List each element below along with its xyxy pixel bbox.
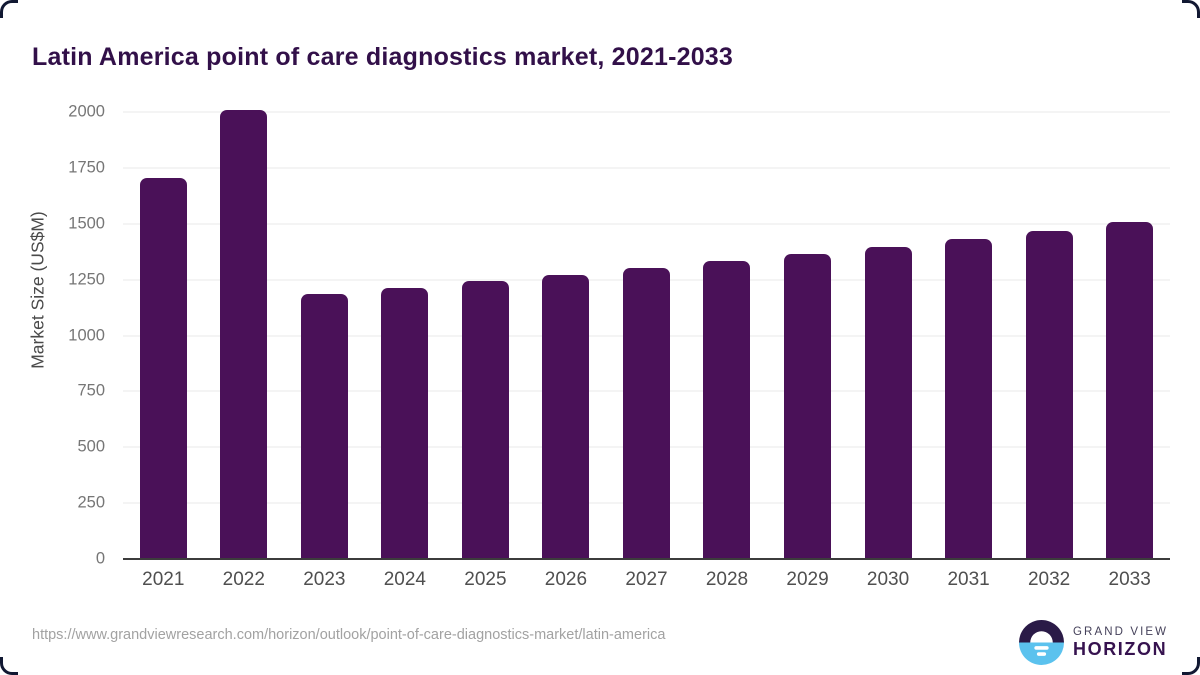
y-tick-label: 250 bbox=[77, 493, 105, 512]
bar-2021[interactable] bbox=[139, 177, 187, 559]
bar-2023[interactable] bbox=[300, 294, 348, 559]
x-axis-line bbox=[123, 558, 1170, 560]
bar-column bbox=[767, 112, 848, 559]
bar-2033[interactable] bbox=[1106, 221, 1154, 559]
x-axis-labels: 2021 2022 2023 2024 2025 2026 2027 2028 2029 2030… bbox=[123, 569, 1170, 591]
x-tick-label: 2026 bbox=[544, 569, 588, 590]
x-tick-label: 2032 bbox=[1027, 569, 1071, 590]
y-tick-label: 500 bbox=[77, 437, 105, 456]
x-tick-label: 2021 bbox=[142, 569, 185, 590]
bar-column bbox=[606, 112, 687, 559]
bar-2025[interactable] bbox=[461, 281, 509, 559]
bar-column bbox=[445, 112, 526, 559]
chart-title: Latin America point of care diagnostics … bbox=[32, 42, 734, 71]
y-tick-label: 0 bbox=[95, 549, 105, 568]
grand-view-horizon-logo: GRAND VIEW HORIZON bbox=[1019, 620, 1168, 665]
card-corner-top-right bbox=[1182, 0, 1200, 18]
x-tick-label: 2025 bbox=[464, 569, 507, 590]
y-tick-label: 1500 bbox=[68, 214, 105, 233]
x-tick-label: 2031 bbox=[947, 569, 990, 590]
x-tick-label: 2024 bbox=[383, 569, 426, 590]
bars-row bbox=[123, 110, 1170, 559]
x-tick-label: 2033 bbox=[1108, 569, 1151, 590]
y-tick-label: 1250 bbox=[68, 270, 105, 289]
bar-column bbox=[204, 110, 285, 559]
x-tick-label: 2028 bbox=[705, 569, 749, 590]
bar-2032[interactable] bbox=[1025, 230, 1073, 559]
card-corner-top-left bbox=[0, 0, 18, 18]
gridline bbox=[123, 167, 1170, 169]
sunrise-horizon-icon bbox=[1019, 620, 1064, 665]
y-tick-label: 2000 bbox=[68, 102, 105, 121]
bar-2027[interactable] bbox=[622, 268, 670, 559]
y-tick-label: 1750 bbox=[68, 158, 105, 177]
bar-2031[interactable] bbox=[945, 239, 993, 559]
bar-column bbox=[848, 112, 929, 559]
bar-2028[interactable] bbox=[703, 261, 751, 559]
bar-2026[interactable] bbox=[542, 274, 590, 559]
card-corner-bottom-left bbox=[0, 657, 18, 675]
x-tick-label: 2029 bbox=[786, 569, 829, 590]
bar-column bbox=[284, 112, 365, 559]
y-axis-title: Market Size (US$M) bbox=[27, 211, 48, 369]
bar-2029[interactable] bbox=[784, 254, 832, 559]
x-tick-label: 2030 bbox=[866, 569, 910, 590]
bar-column bbox=[1089, 112, 1170, 559]
plot-area: 0 250 500 750 1000 1250 1500 1750 2000 bbox=[68, 103, 1170, 568]
bar-column bbox=[928, 112, 1009, 559]
logo-line-horizon: HORIZON bbox=[1073, 638, 1168, 659]
y-tick-label: 750 bbox=[77, 381, 105, 400]
bar-2024[interactable] bbox=[381, 287, 429, 559]
logo-line-grand-view: GRAND VIEW bbox=[1073, 625, 1169, 638]
gridline bbox=[123, 223, 1170, 225]
x-tick-label: 2022 bbox=[222, 569, 265, 590]
x-tick-label: 2023 bbox=[303, 569, 346, 590]
card-corner-bottom-right bbox=[1182, 657, 1200, 675]
bar-2022[interactable] bbox=[220, 110, 268, 559]
x-tick-label: 2027 bbox=[625, 569, 668, 590]
bar-column bbox=[123, 112, 204, 559]
bar-column bbox=[1009, 112, 1090, 559]
gridline bbox=[123, 111, 1170, 113]
logo-text: GRAND VIEW HORIZON bbox=[1073, 626, 1168, 660]
bar-2030[interactable] bbox=[864, 246, 912, 559]
bar-column bbox=[687, 112, 768, 559]
y-tick-label: 1000 bbox=[68, 326, 105, 344]
source-url: https://www.grandviewresearch.com/horizo… bbox=[32, 627, 666, 643]
bar-column bbox=[526, 112, 607, 559]
bar-column bbox=[365, 112, 446, 559]
